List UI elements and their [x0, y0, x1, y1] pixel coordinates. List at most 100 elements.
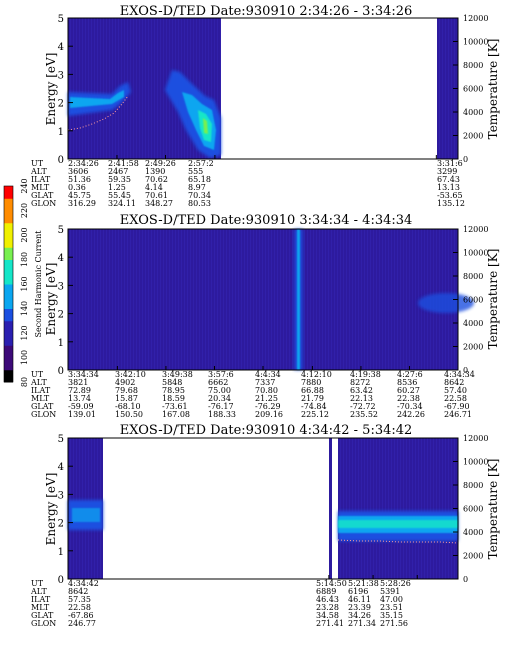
panel-2-ephemeris-value: 66.88	[301, 386, 324, 395]
panel-2-ephemeris-value: 235.52	[350, 410, 378, 419]
panel-1-ephemeris-value: 1.25	[108, 183, 126, 192]
panel-1-ephemeris-row-label: ILAT	[31, 175, 51, 184]
panel-1: EXOS-D/TED Date:930910 2:34:26 - 3:34:26…	[30, 4, 500, 208]
panel-2-ylabel: Energy [eV]	[44, 263, 58, 336]
panel-2-vertical-feature-core	[297, 229, 300, 370]
panel-3-y2tick-label: 2000	[463, 552, 483, 561]
panel-1-title: EXOS-D/TED Date:930910 2:34:26 - 3:34:26	[120, 4, 413, 19]
panel-3-band-2-core	[338, 520, 458, 528]
panel-2-ephemeris-value: -70.34	[397, 402, 423, 411]
panel-2-ephemeris-value: 7337	[255, 378, 275, 387]
panel-1-ytick-label: 4	[58, 42, 64, 53]
panel-2-ephemeris-value: 3:49:38	[162, 370, 193, 379]
panel-1-ephemeris-value: 324.11	[108, 199, 136, 208]
panel-3-ytick-label: 2	[58, 519, 64, 530]
colorbar-swatch	[4, 345, 13, 358]
panel-3-ephemeris-row-label: UT	[31, 579, 44, 588]
panel-2-ephemeris-value: 188.33	[208, 410, 236, 419]
panel-2-ephemeris-row-label: GLAT	[31, 402, 54, 411]
panel-2-ephemeris-row-label: ILAT	[31, 386, 51, 395]
panel-3-ephemeris-value: 5391	[380, 587, 400, 596]
panel-2-ephemeris-value: 209.16	[255, 410, 283, 419]
colorbar-tick-label: 240	[20, 178, 29, 193]
panel-3-data-block-2	[329, 438, 332, 579]
colorbar-swatch	[4, 271, 13, 285]
panel-3-data-block-3	[338, 438, 458, 579]
colorbar-swatch	[4, 198, 13, 211]
panel-1-y-axis: 0 1 2 3 4 5	[58, 14, 73, 166]
panel-2-ephemeris-value: 22.38	[397, 394, 420, 403]
panel-3-ytick-label: 0	[58, 575, 64, 586]
panel-3-ephemeris-value: 271.56	[380, 619, 408, 628]
panel-2-ytick-label: 2	[58, 310, 64, 321]
panel-1-ephemeris-value: 70.34	[188, 191, 211, 200]
panel-2: EXOS-D/TED Date:930910 3:34:34 - 4:34:34…	[30, 213, 500, 419]
panel-3-plot-area	[67, 437, 459, 580]
panel-2-ephemeris-value: 4:27:6	[397, 370, 423, 379]
colorbar-swatch	[4, 235, 13, 248]
panel-1-y2-axis: 0 2000 4000 6000 8000 10000 12000	[453, 14, 488, 164]
panel-1-ytick-label: 3	[58, 70, 64, 81]
panel-2-ephemeris-value: 3:42:10	[115, 370, 146, 379]
panel-2-ephemeris-value: 5848	[162, 378, 182, 387]
panel-3-ephemeris-value: 46.11	[348, 595, 371, 604]
panel-2-ephemeris-value: -67.90	[444, 402, 470, 411]
panel-2-ephemeris-value: 3:57:6	[208, 370, 234, 379]
panel-1-ephemeris-value: 51.36	[68, 175, 91, 184]
panel-2-ephemeris-value: 8642	[444, 378, 464, 387]
colorbar-tick-label: 160	[20, 276, 29, 291]
panel-3-ephemeris-value: 5:14:50	[316, 579, 347, 588]
panel-3-ephemeris-row-label: GLON	[31, 619, 56, 628]
panel-1-ephemeris-value: 8.97	[188, 183, 206, 192]
panel-2-ephemeris-value: 78.95	[162, 386, 185, 395]
panel-2-ephemeris-value: -74.84	[301, 402, 327, 411]
panel-2-y2tick-label: 12000	[463, 225, 488, 234]
panel-1-ytick-label: 5	[58, 14, 64, 25]
panel-2-ephemeris-value: 4:34:34	[444, 370, 475, 379]
colorbar-swatch	[4, 284, 13, 297]
colorbar-swatch	[4, 320, 13, 334]
panel-1-ephemeris-value: 555	[188, 167, 203, 176]
panel-1-ylabel: Energy [eV]	[44, 53, 58, 126]
panel-2-ephemeris-value: 242.26	[397, 410, 425, 419]
panel-2-ephemeris-value: 4:4:34	[255, 370, 281, 379]
colorbar-tick-label: 180	[20, 252, 29, 267]
panel-1-ephemeris-value: 4.14	[145, 183, 163, 192]
panel-1-ephemeris-value: 59.35	[108, 175, 131, 184]
panel-3-ephemeris-value: 23.51	[380, 603, 403, 612]
panel-2-ephemeris-value: -76.17	[208, 402, 234, 411]
panel-3-ephemeris-value: 57.35	[68, 595, 91, 604]
panel-2-ephemeris-value: 246.71	[444, 410, 472, 419]
panel-2-ephemeris-value: 63.42	[350, 386, 373, 395]
panel-3-y-axis: 0 1 2 3 4 5	[58, 434, 73, 586]
colorbar-ticks: 80 100 120 140 160 180 200 220 240	[20, 178, 29, 387]
panel-3-ephemeris-value: 46.43	[316, 595, 339, 604]
panel-1-ephemeris-value: 55.45	[108, 191, 131, 200]
panel-2-ephemeris-value: 139.01	[68, 410, 96, 419]
panel-1-ephemeris-value: 2:49:26	[145, 159, 176, 168]
colorbar-tick-label: 140	[20, 301, 29, 316]
panel-3-ephemeris-row-label: MLT	[31, 603, 50, 612]
panel-2-ytick-label: 4	[58, 253, 64, 264]
panel-2-ephemeris-value: 225.12	[301, 410, 329, 419]
panel-2-ytick-label: 0	[58, 366, 64, 377]
panel-1-ephemeris-value: 80.53	[188, 199, 211, 208]
panel-2-ephemeris-value: 20.34	[208, 394, 231, 403]
panel-3-ephemeris-value: 271.34	[348, 619, 376, 628]
panel-3-ephemeris-value: 34.26	[348, 611, 371, 620]
panel-2-ephemeris-value: 7880	[301, 378, 321, 387]
panel-2-y2label: Temperature [K]	[486, 249, 500, 350]
panel-1-ephemeris-row-label: GLON	[31, 199, 56, 208]
panel-2-ephemeris-row-label: GLON	[31, 410, 56, 419]
panel-1-ephemeris-value: 65.18	[188, 175, 211, 184]
panel-1-ephemeris-value: 45.75	[68, 191, 91, 200]
panel-2-ephemeris-row-label: MLT	[31, 394, 50, 403]
colorbar-swatch	[4, 247, 13, 260]
panel-2-ephemeris-row-label: ALT	[30, 378, 47, 387]
panel-3-ephemeris-value: -67.86	[68, 611, 94, 620]
panel-2-ephemeris-value: -73.61	[162, 402, 188, 411]
panel-3-ephemeris-row-label: ALT	[30, 587, 47, 596]
panel-2-title: EXOS-D/TED Date:930910 3:34:34 - 4:34:34	[120, 213, 413, 228]
